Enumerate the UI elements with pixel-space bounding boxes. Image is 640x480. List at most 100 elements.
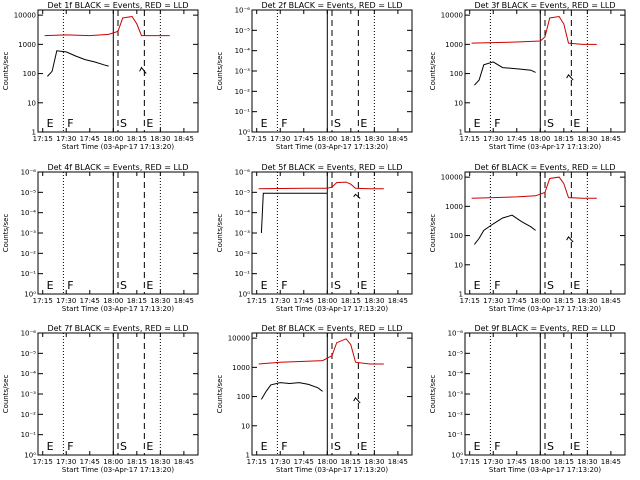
x-tick-label: 17:15	[460, 135, 480, 143]
time-marker-label: F	[67, 279, 73, 292]
y-tick-label: 100	[237, 393, 250, 401]
y-tick-label: 10⁰	[238, 291, 250, 299]
time-marker-label: E	[47, 440, 54, 453]
x-tick-label: 18:30	[577, 135, 597, 143]
x-tick-label: 18:30	[577, 458, 597, 466]
time-marker-label: E	[360, 440, 367, 453]
time-marker-label: F	[67, 440, 73, 453]
y-tick-label: 10⁻⁵	[21, 189, 37, 197]
events-series-line	[566, 236, 574, 243]
x-tick-label: 18:45	[174, 458, 194, 466]
y-axis-label: Counts/sec	[216, 375, 224, 414]
x-axis-label: Start Time (03-Apr-17 17:13:20)	[276, 143, 388, 151]
y-tick-label: 1	[459, 291, 463, 299]
x-tick-label: 18:45	[601, 297, 621, 305]
x-tick-label: 17:15	[460, 297, 480, 305]
x-tick-label: 17:45	[294, 458, 314, 466]
time-marker-label: F	[494, 117, 500, 130]
x-tick-label: 18:00	[317, 135, 337, 143]
x-axis-label: Start Time (03-Apr-17 17:13:20)	[489, 143, 601, 151]
time-marker-label: E	[474, 440, 481, 453]
y-tick-label: 10⁻²	[235, 250, 251, 258]
x-tick-label: 17:45	[507, 297, 527, 305]
x-tick-label: 18:15	[127, 297, 147, 305]
panel-title: Det 2f BLACK = Events, RED = LLD	[261, 1, 402, 10]
y-tick-label: 10⁻⁶	[21, 330, 37, 338]
x-tick-label: 17:45	[507, 135, 527, 143]
x-tick-label: 18:45	[601, 135, 621, 143]
x-tick-label: 17:30	[56, 135, 76, 143]
time-marker-label: S	[547, 440, 554, 453]
y-tick-label: 10⁻⁵	[21, 350, 37, 358]
y-tick-label: 100	[450, 232, 463, 240]
time-marker-label: F	[494, 440, 500, 453]
x-axis-label: Start Time (03-Apr-17 17:13:20)	[62, 466, 174, 474]
events-series-line	[353, 397, 361, 404]
time-marker-label: S	[547, 117, 554, 130]
panel-title: Det 7f BLACK = Events, RED = LLD	[47, 324, 188, 333]
x-tick-label: 18:30	[364, 135, 384, 143]
x-tick-label: 17:30	[483, 297, 503, 305]
x-tick-label: 18:15	[341, 458, 361, 466]
x-tick-label: 17:15	[460, 458, 480, 466]
events-series-line	[260, 382, 323, 400]
x-tick-label: 18:15	[127, 458, 147, 466]
y-tick-label: 10⁻¹	[448, 431, 464, 439]
time-marker-label: F	[281, 117, 287, 130]
y-tick-label: 10⁻³	[21, 391, 37, 399]
y-tick-label: 10⁰	[451, 452, 463, 460]
y-tick-label: 10⁻⁴	[21, 370, 37, 378]
events-series-line	[566, 74, 574, 81]
x-tick-label: 18:30	[364, 458, 384, 466]
x-tick-label: 18:30	[150, 458, 170, 466]
time-marker-label: E	[261, 117, 268, 130]
y-tick-label: 10⁻³	[448, 391, 464, 399]
y-tick-label: 100	[450, 70, 463, 78]
x-tick-label: 18:15	[554, 458, 574, 466]
lld-series-line	[471, 15, 597, 45]
events-series-line	[47, 50, 109, 77]
y-tick-label: 1	[459, 129, 463, 137]
y-tick-label: 10⁻⁶	[235, 7, 251, 15]
y-tick-label: 10⁻¹	[21, 270, 37, 278]
time-marker-label: S	[120, 279, 127, 292]
time-marker-label: E	[360, 279, 367, 292]
x-tick-label: 17:45	[294, 297, 314, 305]
time-marker-label: S	[120, 117, 127, 130]
x-tick-label: 18:45	[388, 297, 408, 305]
events-series-line	[260, 192, 328, 234]
x-tick-label: 17:15	[247, 458, 267, 466]
x-axis-label: Start Time (03-Apr-17 17:13:20)	[489, 305, 601, 313]
x-tick-label: 18:45	[388, 135, 408, 143]
x-tick-label: 18:30	[150, 297, 170, 305]
panel-title: Det 3f BLACK = Events, RED = LLD	[474, 1, 615, 10]
y-tick-label: 10	[241, 422, 250, 430]
x-tick-label: 18:15	[341, 297, 361, 305]
panel-title: Det 1f BLACK = Events, RED = LLD	[47, 1, 188, 10]
lld-series-line	[44, 15, 170, 37]
x-tick-label: 18:30	[577, 297, 597, 305]
y-axis-label: Counts/sec	[216, 52, 224, 91]
events-series-line	[139, 66, 147, 74]
x-tick-label: 17:45	[80, 297, 100, 305]
time-marker-label: S	[120, 440, 127, 453]
x-tick-label: 18:00	[530, 297, 550, 305]
panel-title: Det 4f BLACK = Events, RED = LLD	[47, 163, 188, 172]
y-tick-label: 10⁻⁴	[235, 209, 251, 217]
panel-title: Det 5f BLACK = Events, RED = LLD	[261, 163, 402, 172]
x-axis-label: Start Time (03-Apr-17 17:13:20)	[276, 466, 388, 474]
time-marker-label: E	[474, 117, 481, 130]
x-tick-label: 17:30	[270, 458, 290, 466]
y-tick-label: 10⁰	[238, 129, 250, 137]
y-tick-label: 10⁻⁵	[448, 350, 464, 358]
y-tick-label: 1000	[445, 203, 463, 211]
time-marker-label: E	[573, 279, 580, 292]
y-tick-label: 10⁻³	[21, 230, 37, 238]
time-marker-label: S	[334, 440, 341, 453]
y-tick-label: 10⁻⁴	[448, 370, 464, 378]
detector-panel-3: Det 3f BLACK = Events, RED = LLD 17:15 17:…	[429, 1, 626, 151]
y-tick-label: 10⁻²	[448, 411, 464, 419]
y-tick-label: 10⁻⁴	[235, 47, 251, 55]
